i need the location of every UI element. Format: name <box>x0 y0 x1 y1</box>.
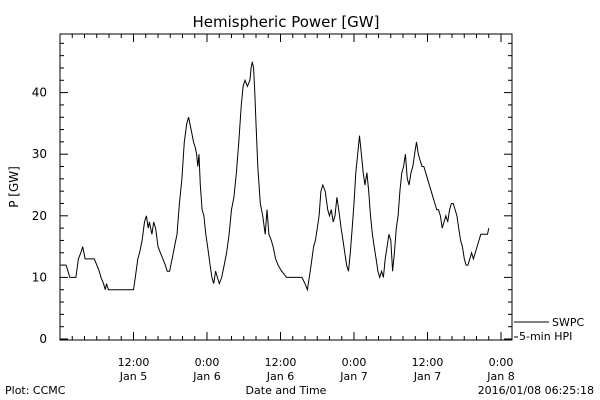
y-tick-label: 30 <box>32 147 47 161</box>
x-tick-label-time: 0:00 <box>489 356 514 369</box>
chart-title: Hemispheric Power [GW] <box>193 13 380 31</box>
legend-entry-hpi: 5-min HPI <box>519 330 572 343</box>
x-tick-label-time: 12:00 <box>412 356 444 369</box>
plot-frame <box>59 33 513 341</box>
y-axis-ticks: 0 10 20 30 40 <box>32 42 512 346</box>
x-tick-label-date: Jan 8 <box>486 370 514 383</box>
x-tick-label-time: 12:00 <box>118 356 150 369</box>
x-tick-label-time: 0:00 <box>195 356 220 369</box>
footer-timestamp: 2016/01/08 06:25:18 <box>478 384 594 397</box>
x-tick-label-date: Jan 7 <box>339 370 367 383</box>
x-axis-label: Date and Time <box>246 384 327 397</box>
legend: SWPC 5-min HPI <box>514 316 584 343</box>
y-tick-label: 0 <box>39 332 47 346</box>
y-tick-label: 10 <box>32 270 47 284</box>
footer-source: Plot: CCMC <box>5 384 66 397</box>
series-line-swpc <box>63 61 490 292</box>
series-layer <box>63 61 490 292</box>
y-tick-label: 20 <box>32 209 47 223</box>
x-tick-label-date: Jan 5 <box>119 370 147 383</box>
x-tick-label-time: 12:00 <box>265 356 297 369</box>
y-tick-label: 40 <box>32 86 47 100</box>
x-tick-label-date: Jan 6 <box>266 370 294 383</box>
x-tick-label-time: 0:00 <box>342 356 367 369</box>
x-tick-label-date: Jan 6 <box>192 370 220 383</box>
y-axis-label: P [GW] <box>7 166 21 208</box>
x-tick-label-date: Jan 7 <box>413 370 441 383</box>
legend-entry-swpc: SWPC <box>552 316 584 329</box>
